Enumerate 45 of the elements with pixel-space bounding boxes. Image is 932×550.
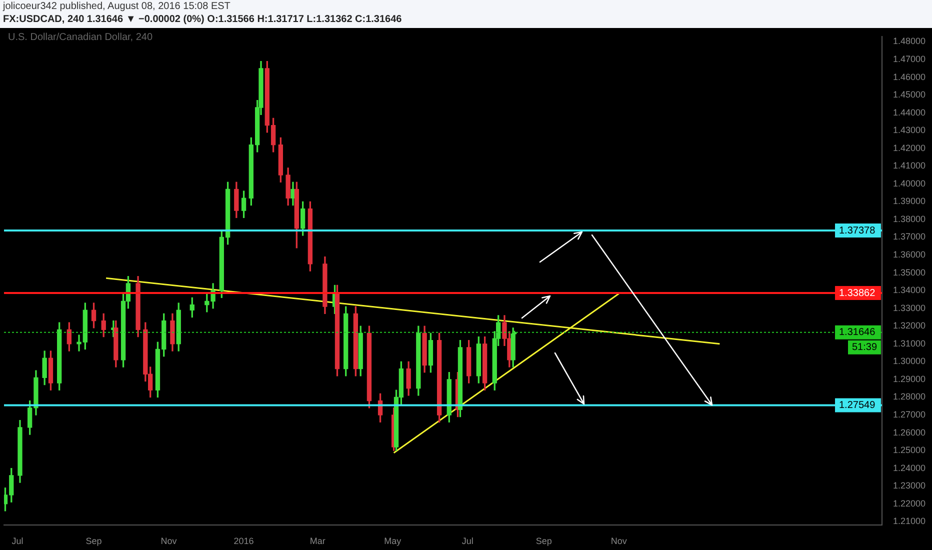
y-tick-label: 1.43000	[893, 125, 926, 136]
y-tick-label: 1.23000	[893, 480, 926, 491]
y-tick-label: 1.21000	[893, 516, 926, 526]
y-tick-label: 1.44000	[893, 107, 926, 118]
y-tick-label: 1.24000	[893, 462, 926, 473]
y-tick-label: 1.34000	[893, 285, 926, 296]
ref-line-label: 1.37378	[839, 225, 876, 236]
y-tick-label: 1.30000	[893, 356, 926, 366]
x-tick-label: Jul	[12, 536, 24, 546]
text: jolicoeur342 published, August 08, 2016 15:08 EST	[3, 0, 232, 13]
x-tick-label: Sep	[536, 536, 552, 546]
y-tick-label: 1.45000	[893, 90, 926, 100]
y-tick-label: 1.22000	[893, 498, 926, 508]
x-tick-label: Mar	[310, 536, 326, 546]
y-tick-label: 1.47000	[893, 54, 926, 64]
y-tick-label: 1.35000	[893, 267, 926, 278]
ref-line-label: 1.27549	[839, 400, 876, 411]
y-tick-label: 1.48000	[893, 36, 926, 46]
x-tick-label: Sep	[86, 536, 102, 546]
chart-title: FX:USDCAD, 240 1.31646 ▼ −0.00002 (0%) O:1.31566 H:1.31717 L:1.31362 C:1.31646	[3, 13, 403, 26]
ref-line-label: 1.31646	[839, 327, 876, 338]
y-tick-label: 1.38000	[893, 214, 926, 224]
y-tick-label: 1.26000	[893, 427, 926, 438]
chart-subtitle: U.S. Dollar/Canadian Dollar, 240	[8, 32, 153, 43]
y-tick-label: 1.42000	[893, 142, 926, 153]
ref-line-label: 1.33862	[839, 288, 876, 299]
y-tick-label: 1.41000	[893, 160, 926, 171]
y-tick-label: 1.39000	[893, 196, 926, 206]
x-tick-label: Nov	[610, 536, 628, 546]
x-tick-label: May	[384, 536, 402, 546]
y-tick-label: 1.29000	[893, 374, 926, 384]
y-tick-label: 1.32000	[893, 320, 926, 331]
y-tick-label: 1.31000	[893, 338, 926, 348]
x-tick-label: Nov	[160, 536, 178, 546]
y-tick-label: 1.46000	[893, 72, 926, 82]
y-tick-label: 1.27000	[893, 409, 926, 420]
annotation: 51:39	[852, 342, 878, 354]
x-tick-label: Jul	[462, 536, 474, 546]
y-tick-label: 1.33000	[893, 302, 926, 313]
y-tick-label: 1.36000	[893, 250, 926, 260]
y-tick-label: 1.25000	[893, 445, 926, 456]
y-tick-label: 1.28000	[893, 392, 926, 402]
y-tick-label: 1.40000	[893, 178, 926, 188]
y-tick-label: 1.37000	[893, 232, 926, 242]
x-tick-label: 2016	[234, 536, 254, 546]
